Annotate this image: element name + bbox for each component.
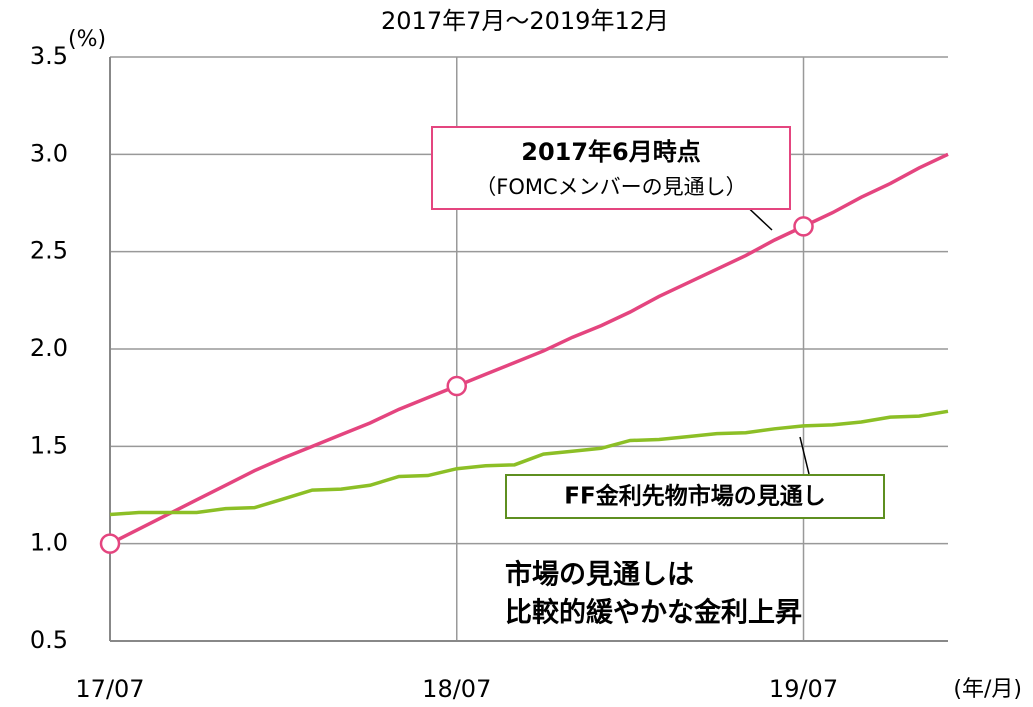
y-tick-label: 2.5 [30, 237, 68, 265]
x-axis-label: (年/月) [953, 677, 1022, 702]
legend-label: FF金利先物市場の見通し [564, 483, 825, 510]
x-tick-label: 17/07 [75, 675, 144, 703]
y-tick-label: 2.0 [30, 334, 68, 362]
annotation: 比較的緩やかな金利上昇 [505, 597, 802, 629]
series-line [109, 409, 949, 517]
y-axis-label: (%) [68, 27, 106, 52]
y-tick-label: 3.0 [30, 139, 68, 167]
legend-box [431, 126, 791, 210]
y-tick-label: 3.5 [30, 42, 68, 70]
y-tick-label: 0.5 [30, 626, 68, 654]
point-marker [793, 216, 814, 237]
point-marker [99, 533, 121, 554]
legend-sublabel: （FOMCメンバーの見通し） [475, 175, 746, 199]
y-tick-label: 1.0 [30, 529, 68, 557]
chart-title: 2017年7月～2019年12月 [381, 7, 669, 35]
x-tick-label: 18/07 [422, 675, 491, 703]
annotation: 市場の見通しは [505, 559, 694, 591]
leader-line [799, 436, 810, 475]
point-marker [446, 375, 468, 397]
x-tick-label: 19/07 [769, 675, 838, 703]
y-tick-label: 1.5 [30, 431, 68, 459]
legend-box [505, 474, 885, 519]
legend-label: 2017年6月時点 [521, 138, 701, 166]
